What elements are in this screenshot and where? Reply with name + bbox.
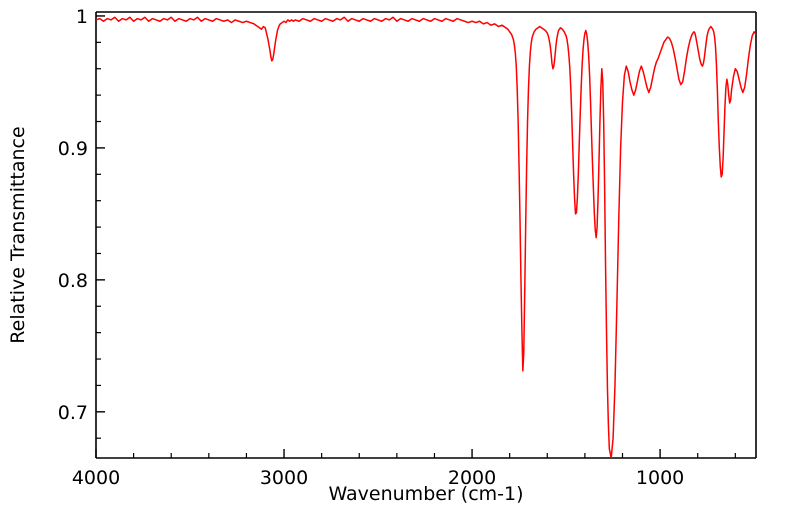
- y-axis-title: Relative Transmittance: [7, 126, 29, 343]
- y-tick-label: 0.9: [58, 138, 88, 160]
- y-tick-label: 1: [76, 6, 88, 28]
- y-tick-label: 0.8: [58, 270, 88, 292]
- x-tick-label: 2000: [448, 467, 496, 489]
- x-axis-title: Wavenumber (cm-1): [328, 483, 523, 505]
- spectrum-trace: [96, 16, 756, 458]
- y-tick-label: 0.7: [58, 402, 88, 424]
- x-tick-label: 4000: [72, 467, 120, 489]
- x-tick-label: 1000: [636, 467, 684, 489]
- y-axis-ticks: [96, 15, 105, 439]
- x-axis-ticks: [95, 449, 736, 458]
- x-tick-label: 3000: [260, 467, 308, 489]
- x-axis-tick-labels: 4000 3000 2000 1000: [72, 467, 684, 489]
- y-axis-tick-labels: 0.7 0.8 0.9 1: [58, 6, 88, 424]
- axis-frame: [95, 11, 757, 459]
